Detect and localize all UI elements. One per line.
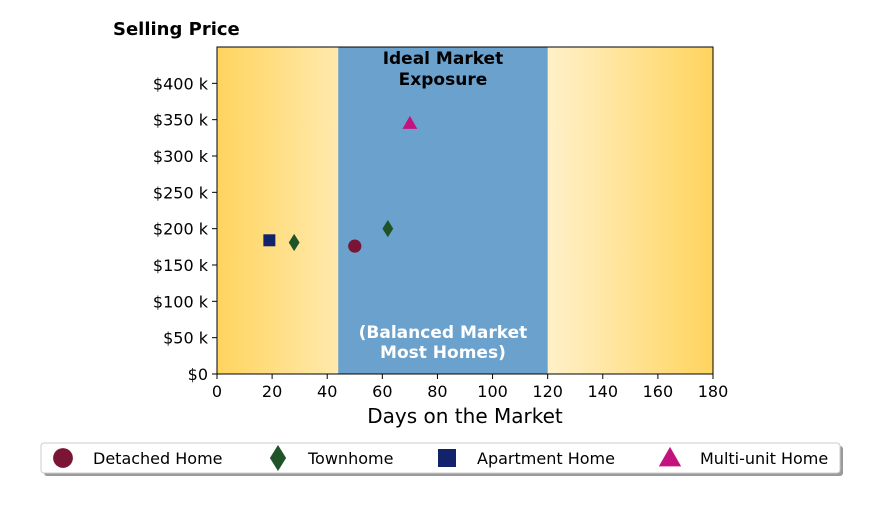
legend-marker-apartment-home [438, 449, 456, 467]
y-tick-label: $350 k [153, 111, 209, 130]
x-tick-label: 80 [427, 382, 447, 401]
band-title-line: Ideal Market [383, 49, 504, 69]
x-tick-label: 180 [698, 382, 729, 401]
x-tick-label: 120 [532, 382, 563, 401]
data-point-townhome [288, 233, 300, 252]
y-axis: $0 $50 k $100 k $150 k $200 k $250 k $300 k $35… [153, 74, 217, 384]
x-tick-label: 40 [317, 382, 337, 401]
y-tick-label: $150 k [153, 256, 209, 275]
y-tick-label: $100 k [153, 292, 209, 311]
y-tick-label: $300 k [153, 147, 209, 166]
x-tick-label: 0 [212, 382, 222, 401]
band-title-line: Exposure [399, 70, 488, 90]
y-tick-label: $0 [188, 365, 208, 384]
x-axis-title: Days on the Market [367, 404, 563, 428]
legend-label-townhome: Townhome [307, 449, 393, 468]
data-point-townhome [382, 220, 394, 238]
legend-label-detached-home: Detached Home [93, 449, 223, 468]
legend-marker-multi-unit-home [658, 446, 682, 467]
legend-label-multi-unit-home: Multi-unit Home [700, 449, 828, 468]
x-tick-label: 60 [372, 382, 392, 401]
x-tick-label: 20 [262, 382, 282, 401]
legend: Detached Home Townhome Apartment Home Multi… [40, 442, 843, 476]
y-tick-label: $200 k [153, 220, 209, 239]
band-subtitle-line: Most Homes) [380, 343, 506, 363]
legend-label-apartment-home: Apartment Home [477, 449, 615, 468]
x-axis: 0 20 40 60 80 100 120 140 160 180 [212, 374, 728, 401]
x-tick-label: 140 [588, 382, 619, 401]
plot-frame [216, 46, 714, 375]
x-tick-label: 160 [643, 382, 674, 401]
data-point-multi-unit-home [402, 115, 418, 129]
y-tick-label: $50 k [163, 329, 209, 348]
band-subtitle-line: (Balanced Market [359, 323, 528, 343]
y-tick-label: $400 k [153, 74, 209, 93]
y-axis-title: Selling Price [113, 19, 240, 40]
y-tick-label: $250 k [153, 183, 209, 202]
legend-marker-detached-home [53, 448, 73, 468]
x-tick-label: 100 [477, 382, 508, 401]
marker-layer [263, 115, 418, 253]
legend-marker-townhome [269, 445, 287, 471]
data-point-apartment-home [263, 234, 276, 247]
ideal-exposure-band [338, 47, 548, 374]
data-point-detached-home [348, 239, 362, 253]
